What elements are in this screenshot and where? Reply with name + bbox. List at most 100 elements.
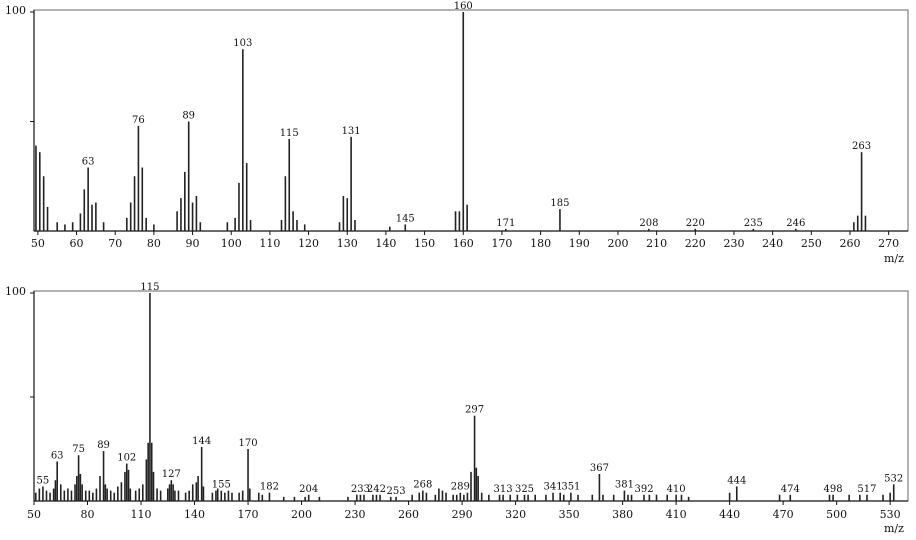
y-top-label-bottom: 100 [5, 285, 26, 298]
x-tick-label: 230 [345, 508, 366, 521]
x-ticks-bottom: 50 80 110 140 170 200 230 260 290 320 350 380 410 440… [27, 292, 901, 521]
x-tick-label: 100 [221, 237, 242, 250]
peak-label: 246 [786, 218, 805, 229]
x-tick-label: 220 [685, 237, 706, 250]
peak-label: 242 [367, 484, 386, 495]
x-tick-label: 50 [31, 237, 45, 250]
peak-label: 313 [494, 484, 513, 495]
x-tick-label: 150 [414, 237, 435, 250]
x-tick-label: 350 [559, 508, 580, 521]
spectrum-panel-bottom: 100 50 80 110 140 170 200 230 260 290 320 350 380 41… [5, 282, 909, 535]
peak-label: 185 [550, 198, 569, 209]
x-tick-label: 110 [259, 237, 280, 250]
peak-label: 474 [781, 484, 800, 495]
peak-label: 268 [413, 480, 432, 491]
peak-label: 351 [561, 482, 580, 493]
x-tick-label: 260 [398, 508, 419, 521]
x-tick-label: 80 [147, 237, 161, 250]
peak-label: 325 [515, 484, 534, 495]
x-tick-label: 110 [131, 508, 152, 521]
x-tick-label: 120 [298, 237, 319, 250]
x-tick-label: 90 [186, 237, 200, 250]
x-tick-label: 470 [773, 508, 794, 521]
peak-label: 235 [744, 218, 763, 229]
peak-label: 55 [37, 475, 50, 486]
peak-label: 63 [82, 156, 95, 167]
peak-label: 89 [182, 111, 195, 122]
peak-label: 220 [686, 218, 705, 229]
peak-label: 182 [260, 482, 279, 493]
x-tick-label: 440 [719, 508, 740, 521]
peak-label: 367 [590, 463, 609, 474]
peak-label: 498 [824, 484, 843, 495]
peaks-bottom [34, 293, 895, 501]
x-tick-label: 170 [491, 237, 512, 250]
x-tick-label: 260 [839, 237, 860, 250]
x-axis-title-bottom: m/z [884, 522, 904, 535]
peak-label: 171 [496, 218, 515, 229]
x-tick-label: 500 [826, 508, 847, 521]
x-tick-label: 70 [108, 237, 122, 250]
peak-label: 208 [639, 218, 658, 229]
peaks-top [35, 12, 867, 231]
x-tick-label: 160 [453, 237, 474, 250]
peak-label: 444 [727, 475, 746, 486]
peak-label: 75 [72, 444, 85, 455]
peak-label: 115 [140, 282, 159, 293]
peak-label: 145 [396, 213, 415, 224]
x-tick-label: 180 [530, 237, 551, 250]
x-tick-label: 250 [801, 237, 822, 250]
peak-label: 532 [884, 473, 903, 484]
x-tick-label: 80 [81, 508, 95, 521]
x-axis-title-top: m/z [884, 252, 904, 265]
peak-label: 131 [342, 126, 361, 137]
peak-label: 160 [454, 1, 473, 12]
x-tick-label: 130 [337, 237, 358, 250]
x-ticks-top: 50 60 70 80 90 100 110 120 130 140 150 160 170 180 190… [30, 11, 899, 250]
peak-label: 76 [132, 115, 145, 126]
peak-label: 204 [299, 484, 318, 495]
peak-label: 103 [233, 38, 252, 49]
peak-label: 155 [212, 480, 231, 491]
x-tick-label: 50 [27, 508, 41, 521]
x-tick-label: 320 [505, 508, 526, 521]
peak-label: 102 [117, 453, 136, 464]
peak-label: 170 [238, 438, 257, 449]
x-tick-label: 60 [70, 237, 84, 250]
peak-label: 233 [351, 484, 370, 495]
peak-label: 127 [162, 469, 181, 480]
peak-label: 253 [387, 486, 406, 497]
peak-label: 115 [280, 128, 299, 139]
x-tick-label: 140 [375, 237, 396, 250]
x-tick-label: 380 [612, 508, 633, 521]
peak-label: 144 [192, 436, 211, 447]
peak-label: 410 [667, 484, 686, 495]
peak-label: 263 [852, 141, 871, 152]
x-tick-label: 530 [880, 508, 901, 521]
peak-label: 63 [51, 450, 64, 461]
x-tick-label: 210 [646, 237, 667, 250]
x-tick-label: 240 [762, 237, 783, 250]
x-tick-label: 270 [878, 237, 899, 250]
x-tick-label: 170 [238, 508, 259, 521]
y-top-label-top: 100 [5, 4, 26, 17]
peak-label: 392 [634, 484, 653, 495]
peak-label: 289 [451, 482, 470, 493]
x-tick-label: 290 [452, 508, 473, 521]
plot-frame-top [33, 9, 909, 232]
x-tick-label: 410 [666, 508, 687, 521]
peak-labels-top: 63 76 89 103 115 131 145 160 171 185 208 220 235 246 2… [82, 1, 871, 229]
spectrum-panel-top: 100 50 60 70 80 90 100 110 120 130 140 150 160 170 18… [5, 1, 909, 265]
x-tick-label: 140 [184, 508, 205, 521]
peak-label: 89 [97, 440, 110, 451]
peak-label: 341 [544, 482, 563, 493]
peak-label: 297 [465, 405, 484, 416]
peak-label: 517 [857, 484, 876, 495]
x-tick-label: 200 [291, 508, 312, 521]
x-tick-label: 230 [723, 237, 744, 250]
x-tick-label: 200 [607, 237, 628, 250]
x-tick-label: 190 [569, 237, 590, 250]
peak-label: 381 [615, 480, 634, 491]
